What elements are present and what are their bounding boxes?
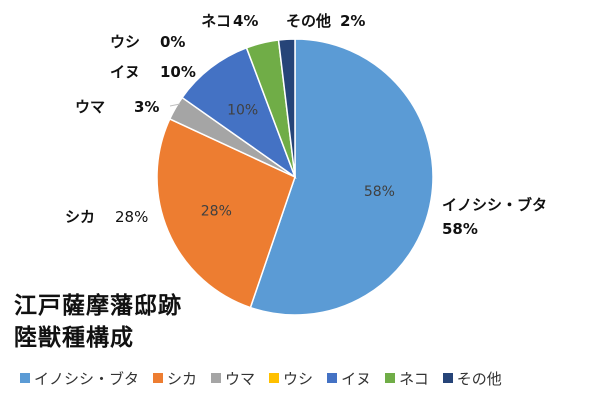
legend-label: イヌ — [341, 369, 372, 388]
legend-label: ネコ — [399, 369, 429, 388]
slice-0-outside-value: 58% — [442, 220, 478, 238]
slice-0-inside-label: 58% — [364, 184, 395, 200]
legend-item-2: ウマ — [211, 368, 255, 389]
slice-5-outside-value: 4% — [233, 12, 258, 30]
slice-4-outside-label: イヌ — [110, 63, 140, 81]
slice-5-outside-label: ネコ — [201, 12, 231, 30]
legend-label: ウシ — [283, 369, 314, 388]
legend-item-5: ネコ — [385, 368, 429, 389]
slice-0 — [249, 38, 434, 316]
slice-0-outside-label: イノシシ・ブタ — [442, 196, 547, 214]
slice-6-outside-label: その他 — [286, 12, 331, 30]
legend-label: その他 — [456, 369, 502, 388]
legend-label: イノシシ・ブタ — [34, 369, 140, 388]
slice-6 — [277, 38, 296, 178]
legend-item-0: イノシシ・ブタ — [20, 368, 139, 389]
slice-2-outside-value: 3% — [134, 98, 159, 116]
slice-4-outside-value: 10% — [160, 63, 196, 81]
legend-swatch — [269, 373, 280, 383]
legend-swatch — [442, 373, 453, 383]
legend-item-6: その他 — [442, 368, 502, 389]
legend-swatch — [385, 373, 396, 383]
chart-title-line-2: 陸獣種構成 — [14, 325, 134, 351]
chart-legend: イノシシ・ブタ シカ ウマ ウシ イヌ ネコ その他 — [20, 366, 590, 390]
legend-swatch — [211, 373, 222, 383]
slice-6-outside-value: 2% — [340, 12, 365, 30]
legend-label: シカ — [167, 369, 198, 388]
legend-swatch — [327, 373, 338, 383]
slice-1-outside-value: 28% — [115, 208, 148, 226]
slice-3-outside-label: ウシ — [110, 33, 140, 51]
chart-title-line-1: 江戸薩摩藩邸跡 — [14, 293, 182, 319]
legend-label: ウマ — [225, 369, 256, 388]
slice-1-inside-label: 28% — [201, 204, 232, 220]
slice-1 — [156, 117, 296, 309]
leader-line — [169, 103, 181, 107]
legend-swatch — [20, 373, 30, 383]
chart-title: 江戸薩摩藩邸跡 陸獣種構成 — [14, 290, 182, 354]
legend-item-3: ウシ — [269, 368, 313, 389]
slice-4-inside-label: 10% — [227, 102, 258, 118]
legend-swatch — [153, 373, 164, 383]
slice-1-outside-label: シカ — [65, 208, 95, 226]
slice-3-outside-value: 0% — [160, 33, 185, 51]
legend-item-1: シカ — [153, 368, 197, 389]
slice-4 — [181, 46, 297, 180]
slice-2-outside-label: ウマ — [75, 98, 105, 116]
legend-item-4: イヌ — [327, 368, 371, 389]
